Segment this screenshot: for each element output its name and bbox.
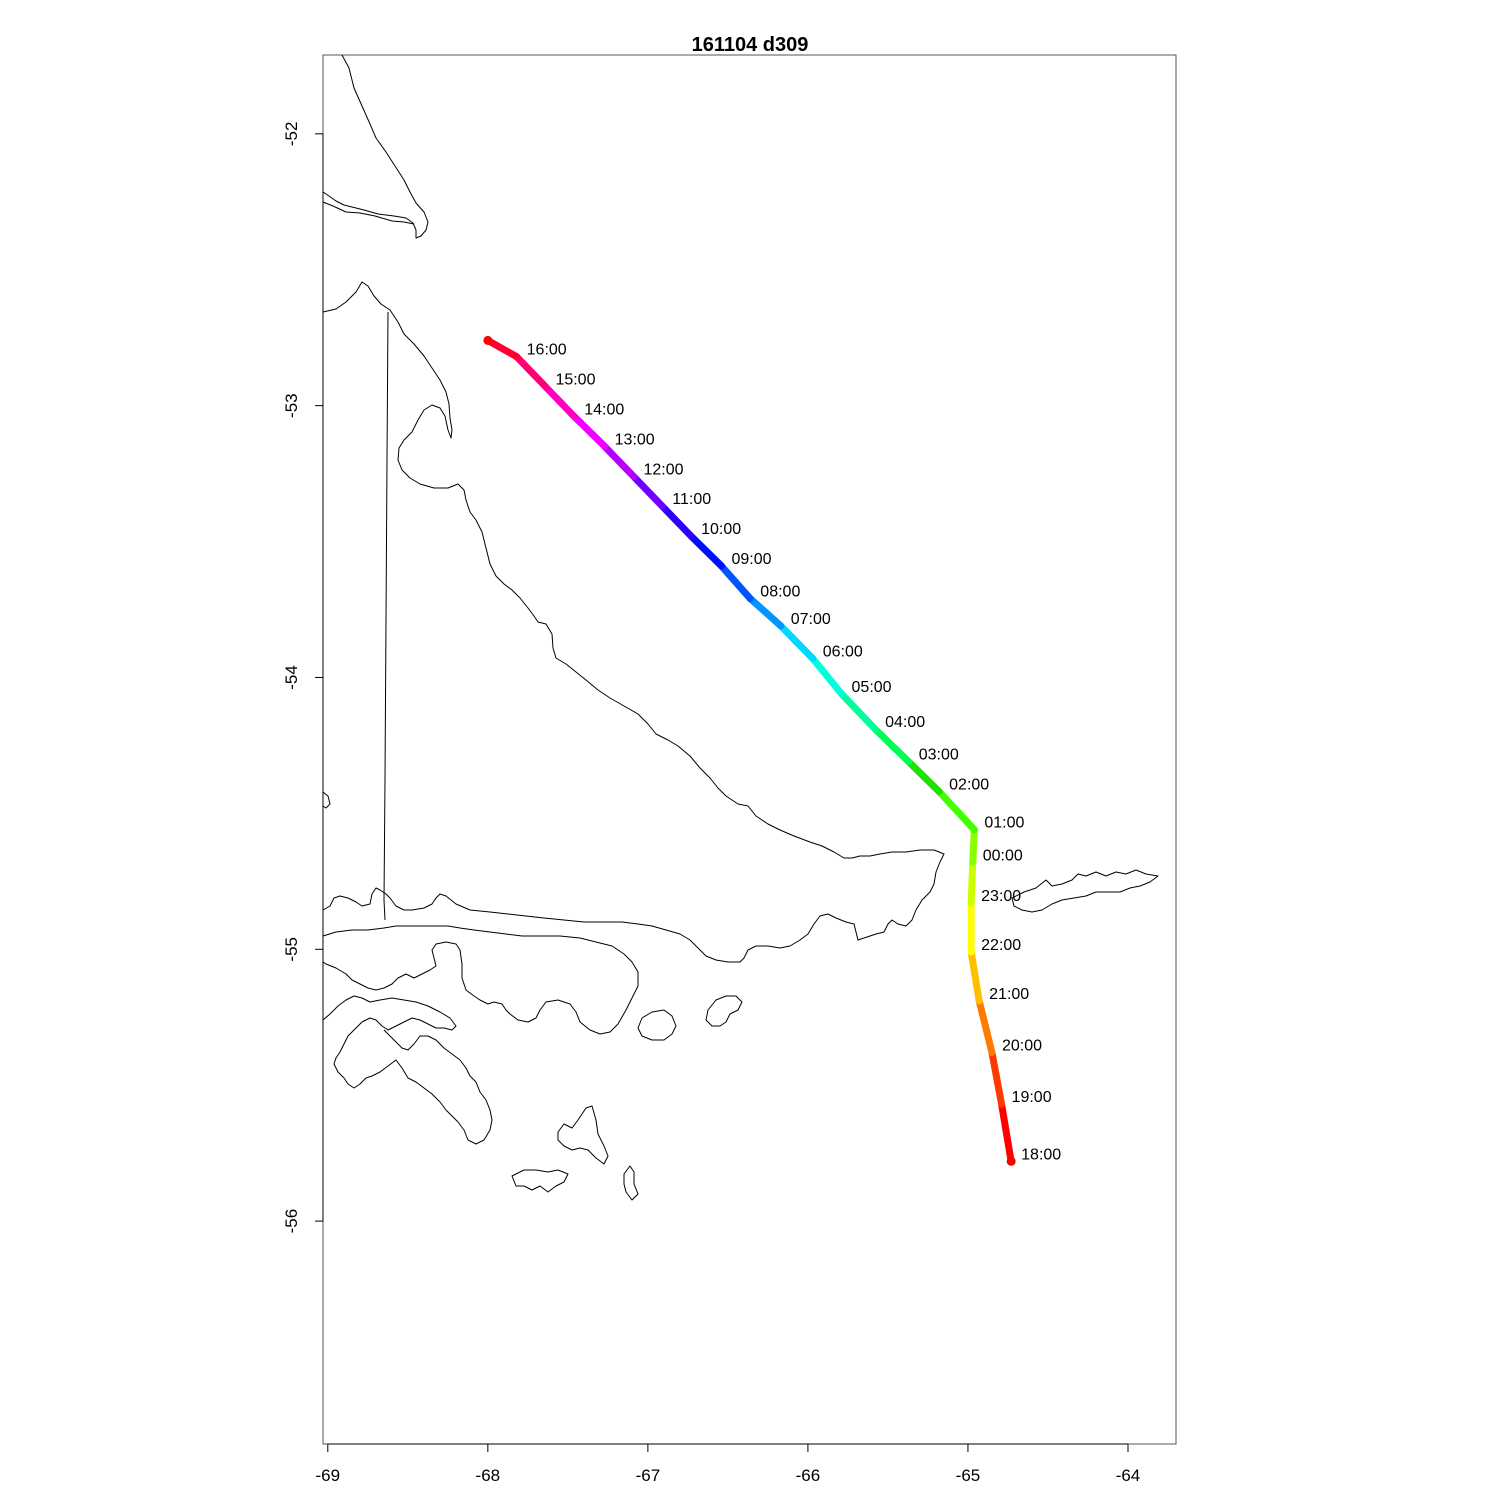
y-tick-label: -53 xyxy=(282,393,301,418)
track-segment xyxy=(629,472,666,510)
coastline-island-wollaston xyxy=(557,1105,609,1165)
coastline-island-picton xyxy=(705,995,743,1027)
time-label: 18:00 xyxy=(1021,1146,1061,1163)
time-label: 05:00 xyxy=(852,679,892,696)
y-tick-label: -55 xyxy=(282,937,301,962)
track-segment xyxy=(601,442,637,480)
track-segment xyxy=(484,336,521,361)
track-segment xyxy=(838,690,879,733)
axis-layer: -69 -68 -67 -66 -65 -64 -52 -53 -54 -55 -56 xyxy=(282,122,1140,1485)
time-label: 08:00 xyxy=(760,584,800,601)
track-segment xyxy=(988,1049,1006,1108)
coastline-layer xyxy=(322,54,1159,1201)
x-tick-label: -69 xyxy=(316,1466,341,1485)
track-segment xyxy=(746,595,785,630)
x-tick-label: -64 xyxy=(1116,1466,1141,1485)
time-label: 00:00 xyxy=(983,847,1023,864)
y-tick-label: -56 xyxy=(282,1209,301,1234)
coastline-island-hermite xyxy=(511,1169,569,1193)
time-label-layer: 18:00 19:00 20:00 21:00 22:00 23:00 00:00 01:00… xyxy=(527,342,1062,1164)
track-segment xyxy=(658,502,695,540)
time-label: 15:00 xyxy=(555,372,595,389)
y-tick-label: -54 xyxy=(282,665,301,690)
coastline-island-hoste xyxy=(322,995,493,1145)
plot-title: 161104 d309 xyxy=(692,34,809,56)
track-segment xyxy=(541,383,578,421)
track-segment xyxy=(809,654,846,698)
time-label: 21:00 xyxy=(989,986,1029,1003)
time-label: 16:00 xyxy=(527,342,567,359)
track-segment xyxy=(905,758,943,796)
track-segment xyxy=(975,997,996,1057)
time-label: 03:00 xyxy=(919,747,959,764)
time-label: 01:00 xyxy=(984,815,1024,832)
x-tick-label: -67 xyxy=(636,1466,661,1485)
time-label: 19:00 xyxy=(1012,1089,1052,1106)
track-segment xyxy=(967,858,977,907)
track-layer xyxy=(483,335,1016,1166)
y-tick-label: -52 xyxy=(282,122,301,147)
track-segment xyxy=(871,725,913,766)
time-label: 11:00 xyxy=(672,491,711,508)
coastline-west-shore-notch xyxy=(322,791,331,809)
coastline-island-navarino xyxy=(637,1009,677,1041)
coastline-channel xyxy=(322,925,639,1035)
track-segment xyxy=(777,622,817,662)
time-label: 12:00 xyxy=(643,461,683,478)
track-segment xyxy=(687,532,725,570)
track-segment xyxy=(717,562,754,603)
plot-frame xyxy=(322,54,1177,1445)
coastline-isla-de-los-estados xyxy=(1011,869,1159,913)
time-label: 04:00 xyxy=(885,714,925,731)
time-label: 20:00 xyxy=(1002,1038,1042,1055)
x-tick-label: -65 xyxy=(956,1466,981,1485)
time-label: 07:00 xyxy=(791,611,831,628)
x-tick-label: -68 xyxy=(476,1466,501,1485)
time-label: 13:00 xyxy=(615,431,655,448)
coastline-mainland-north xyxy=(322,54,429,239)
track-start-point xyxy=(483,335,493,345)
time-label: 14:00 xyxy=(584,402,624,419)
x-tick-label: -66 xyxy=(796,1466,821,1485)
time-label: 09:00 xyxy=(731,551,771,568)
track-end-point xyxy=(1006,1156,1016,1166)
border-line xyxy=(383,311,389,921)
time-label: 02:00 xyxy=(949,777,989,794)
track-segment xyxy=(969,826,978,866)
time-label: 06:00 xyxy=(823,643,863,660)
track-segment xyxy=(570,413,609,450)
track-segment xyxy=(935,788,978,834)
time-label: 10:00 xyxy=(701,521,741,538)
time-label: 22:00 xyxy=(981,937,1021,954)
coastline-island-horn xyxy=(623,1165,639,1201)
track-segment xyxy=(513,353,549,391)
track-segment xyxy=(998,1100,1015,1165)
coastline-strait-shore xyxy=(322,201,415,225)
track-segment xyxy=(967,948,983,1005)
coastline-tierra-del-fuego-north xyxy=(322,281,945,963)
time-label: 23:00 xyxy=(981,888,1021,905)
